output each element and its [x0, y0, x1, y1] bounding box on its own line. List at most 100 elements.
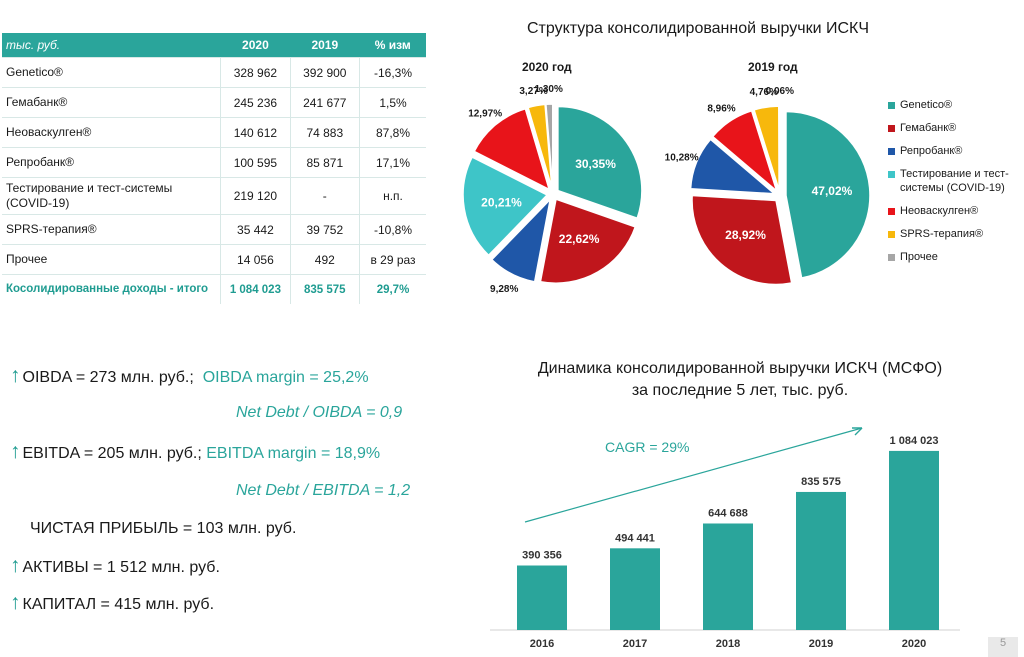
pie-slice — [557, 105, 643, 220]
legend-label: Гемабанк® — [900, 122, 957, 134]
legend-label: Тестирование и тест-системы (COVID-19) — [900, 168, 1009, 194]
kpi-oibda-margin: OIBDA margin = 25,2% — [202, 369, 369, 386]
x-tick-label: 2019 — [809, 638, 833, 650]
total-2019: 835 575 — [289, 274, 360, 304]
legend-item: Репробанк® — [888, 144, 1023, 158]
legend-swatch — [888, 148, 895, 155]
kpi-net-profit: ЧИСТАЯ ПРИБЫЛЬ = 103 млн. руб. — [30, 520, 297, 537]
kpi-net-debt-ebitda: Net Debt / EBITDA = 1,2 — [236, 482, 411, 499]
legend-swatch — [888, 208, 895, 215]
row-2020: 140 612 — [220, 117, 291, 148]
row-name: Genetico® — [2, 57, 221, 88]
header-change: % изм — [359, 33, 426, 58]
row-2019: 241 677 — [289, 87, 360, 118]
pie-slice — [539, 198, 637, 284]
pie-legend: Genetico® Гемабанк® Репробанк® Тестирование… — [888, 98, 1023, 273]
pie-data-label: 3,27% — [519, 86, 547, 97]
legend-item: SPRS-терапия® — [888, 227, 1023, 241]
table-row: Репробанк® 100 595 85 871 17,1% — [2, 147, 426, 178]
kpi-capital-text: КАПИТАЛ = 415 млн. руб. — [22, 596, 215, 613]
cagr-trend-line — [524, 427, 863, 523]
table-row: Неоваскулген® 140 612 74 883 87,8% — [2, 117, 426, 148]
dynamics-title-line1: Динамика консолидированной выручки ИСКЧ … — [537, 360, 943, 377]
row-2019: 492 — [289, 244, 360, 275]
bar — [610, 548, 660, 630]
pie-data-label: 20,21% — [481, 196, 522, 210]
table-row: Genetico® 328 962 392 900 -16,3% — [2, 57, 426, 88]
legend-item: Genetico® — [888, 98, 1023, 112]
pie-slice — [490, 197, 552, 283]
bar-value-label: 390 356 — [522, 550, 562, 562]
pie-slice — [527, 103, 553, 189]
bar — [703, 523, 753, 630]
x-tick-label: 2017 — [623, 638, 647, 650]
cagr-label: CAGR = 29% — [605, 439, 690, 455]
dynamics-title: Динамика консолидированной выручки ИСКЧ … — [470, 358, 1010, 402]
legend-swatch — [888, 125, 895, 132]
row-change: в 29 раз — [358, 244, 426, 275]
pie-slice — [473, 107, 551, 191]
row-change: 1,5% — [358, 87, 426, 118]
pie-charts: 30,35% 22,62% 9,28% 20,21% 12,97% 3,27%1,30% 4… — [462, 84, 871, 295]
x-tick-label: 2016 — [530, 638, 554, 650]
pie-data-label: 30,35% — [575, 157, 616, 171]
row-2020: 100 595 — [220, 147, 291, 178]
pie-data-label: 0,06% — [766, 86, 794, 97]
page-number: 5 — [988, 637, 1018, 657]
pie-data-label: 1,30% — [534, 84, 562, 95]
legend-item: Тестирование и тест-системы (COVID-19) — [888, 167, 1023, 195]
pie-data-label: 12,97% — [468, 109, 502, 120]
bar — [796, 491, 846, 630]
pie-slice — [785, 110, 871, 279]
row-change: -10,8% — [358, 214, 426, 245]
pie-slice — [753, 105, 780, 191]
pie-slice — [545, 103, 554, 189]
bar-value-label: 644 688 — [708, 507, 748, 519]
legend-item: Неоваскулген® — [888, 204, 1023, 218]
legend-label: Прочее — [900, 251, 938, 263]
row-2020: 219 120 — [220, 177, 291, 215]
row-2019: 39 752 — [289, 214, 360, 245]
table-row: Тестирование и тест-системы (COVID-19) 21… — [2, 177, 426, 215]
row-change: 17,1% — [358, 147, 426, 178]
dynamics-title-line2: за последние 5 лет, тыс. руб. — [631, 382, 849, 399]
row-2020: 35 442 — [220, 214, 291, 245]
table-header-row: тыс. руб. 2020 2019 % изм — [2, 33, 426, 58]
row-name: Неоваскулген® — [2, 117, 221, 148]
legend-label: Неоваскулген® — [900, 205, 979, 217]
legend-item: Прочее — [888, 250, 1023, 264]
pie-2019-title: 2019 год — [748, 60, 798, 74]
total-change: 29,7% — [358, 274, 426, 304]
legend-label: SPRS-терапия® — [900, 228, 984, 240]
kpi-ebitda-margin: EBITDA margin = 18,9% — [206, 445, 381, 462]
revenue-table: тыс. руб. 2020 2019 % изм Genetico® 328 9… — [2, 33, 426, 304]
header-2020: 2020 — [220, 33, 291, 58]
row-change: -16,3% — [358, 57, 426, 88]
pie-slice — [711, 109, 779, 194]
pie-slice — [689, 138, 777, 195]
structure-title: Структура консолидированной выручки ИСКЧ — [527, 20, 869, 37]
row-change: н.п. — [358, 177, 426, 215]
row-name: Тестирование и тест-системы (COVID-19) — [2, 177, 221, 215]
legend-swatch — [888, 171, 895, 178]
table-row: Гемабанк® 245 236 241 677 1,5% — [2, 87, 426, 118]
row-2019: - — [289, 177, 360, 215]
bar-value-label: 835 575 — [801, 476, 841, 488]
arrow-up-icon: ↑ — [10, 364, 21, 387]
arrow-up-icon: ↑ — [10, 554, 21, 577]
kpi-oibda: ↑ OIBDA = 273 млн. руб.; OIBDA margin = 2… — [10, 364, 369, 388]
pie-data-label: 28,92% — [725, 228, 766, 242]
row-2019: 85 871 — [289, 147, 360, 178]
header-2019: 2019 — [290, 33, 360, 58]
kpi-capital: ↑ КАПИТАЛ = 415 млн. руб. — [10, 591, 214, 615]
pie-2020-title: 2020 год — [522, 60, 572, 74]
x-tick-label: 2018 — [716, 638, 740, 650]
table-body: Genetico® 328 962 392 900 -16,3% Гемабанк® 24… — [2, 57, 426, 304]
total-2020: 1 084 023 — [220, 274, 291, 304]
pie-data-label: 10,28% — [665, 152, 699, 163]
legend-swatch — [888, 231, 895, 238]
pie-data-label: 22,62% — [559, 232, 600, 246]
bar-value-label: 1 084 023 — [890, 435, 939, 447]
row-change: 87,8% — [358, 117, 426, 148]
pie-slice — [691, 194, 793, 286]
